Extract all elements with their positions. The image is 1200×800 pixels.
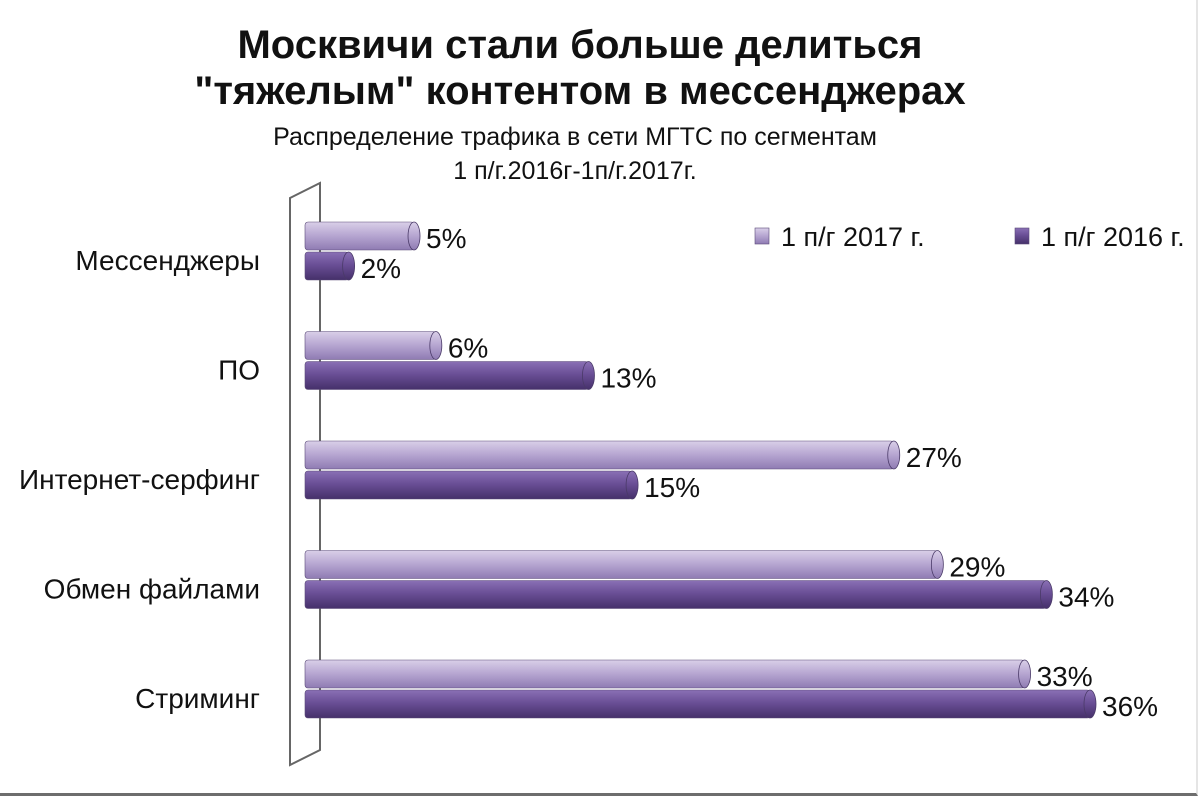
legend-label: 1 п/г 2016 г. (1041, 222, 1185, 252)
bar-end-cap (625, 470, 639, 500)
bar-end-cap (930, 550, 944, 579)
category-label: Обмен файлами (44, 574, 260, 605)
bar-end-cap (887, 440, 901, 470)
bar-2017 (304, 221, 415, 251)
title-line-2: "тяжелым" контентом в мессенджерах (194, 69, 966, 113)
bar-end-cap (429, 331, 443, 360)
legend-label: 1 п/г 2017 г. (781, 222, 925, 252)
bar-2017 (304, 659, 1025, 689)
data-label: 15% (644, 472, 700, 503)
bar-end-cap (1083, 689, 1097, 719)
bar-2016 (304, 251, 349, 281)
subtitle-line-2: 1 п/г.2016г-1п/г.2017г. (453, 157, 697, 185)
data-label: 33% (1037, 661, 1093, 692)
legend-swatch (754, 227, 770, 245)
chart-title: Москвичи стали больше делиться "тяжелым"… (0, 22, 1160, 114)
data-label: 34% (1058, 582, 1114, 613)
title-line-1: Москвичи стали больше делиться (237, 23, 923, 67)
data-label: 29% (949, 552, 1005, 583)
data-label: 36% (1102, 691, 1158, 722)
data-label: 6% (448, 333, 488, 364)
bar-2017 (304, 331, 437, 360)
chart-subtitle: Распределение трафика в сети МГТС по сег… (0, 120, 1150, 188)
data-label: 2% (361, 253, 401, 284)
category-label: ПО (218, 355, 260, 386)
legend-swatch (1014, 227, 1030, 245)
bar-end-cap (1039, 580, 1053, 609)
bar-end-cap (582, 361, 595, 390)
bar-2016 (304, 689, 1091, 719)
data-label: 13% (600, 363, 656, 394)
bar-2017 (304, 550, 938, 579)
bar-2017 (304, 440, 895, 470)
subtitle-line-1: Распределение трафика в сети МГТС по сег… (273, 123, 877, 151)
bar-end-cap (1018, 659, 1031, 689)
data-label: 5% (426, 223, 466, 254)
category-label: Стриминг (135, 683, 260, 714)
bar-2016 (304, 580, 1047, 609)
category-label: Мессенджеры (75, 245, 260, 276)
data-label: 27% (906, 442, 962, 473)
bar-2016 (304, 470, 633, 500)
category-label: Интернет-серфинг (19, 464, 260, 495)
bar-end-cap (407, 221, 421, 251)
bar-end-cap (342, 251, 356, 281)
bar-2016 (304, 361, 589, 390)
